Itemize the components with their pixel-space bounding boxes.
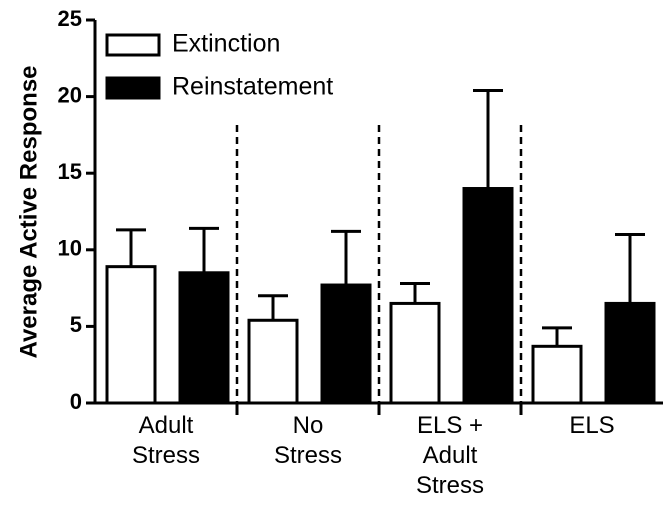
bar — [462, 187, 514, 405]
legend-swatch — [105, 33, 161, 57]
bar — [247, 318, 299, 405]
x-tick-label: ELS — [569, 412, 614, 439]
y-tick-label: 10 — [58, 236, 82, 261]
x-tick-label: ELS + Adult Stress — [416, 412, 484, 499]
bar — [178, 271, 230, 405]
legend-label: Extinction — [172, 30, 280, 58]
bar — [389, 301, 441, 405]
x-tick-label: Adult Stress — [132, 412, 200, 469]
bar — [531, 344, 583, 405]
legend-swatch — [105, 76, 161, 100]
y-tick-label: 20 — [58, 82, 82, 107]
y-tick-label: 15 — [58, 159, 82, 184]
bar — [320, 283, 372, 405]
bar — [604, 301, 656, 405]
y-tick-label: 5 — [70, 312, 82, 337]
y-axis-label: Average Active Response — [15, 65, 42, 358]
x-tick-label: No Stress — [274, 412, 342, 469]
bar — [105, 265, 157, 405]
y-tick-label: 0 — [70, 389, 82, 414]
legend-label: Reinstatement — [172, 73, 333, 101]
y-tick-label: 25 — [58, 6, 82, 31]
